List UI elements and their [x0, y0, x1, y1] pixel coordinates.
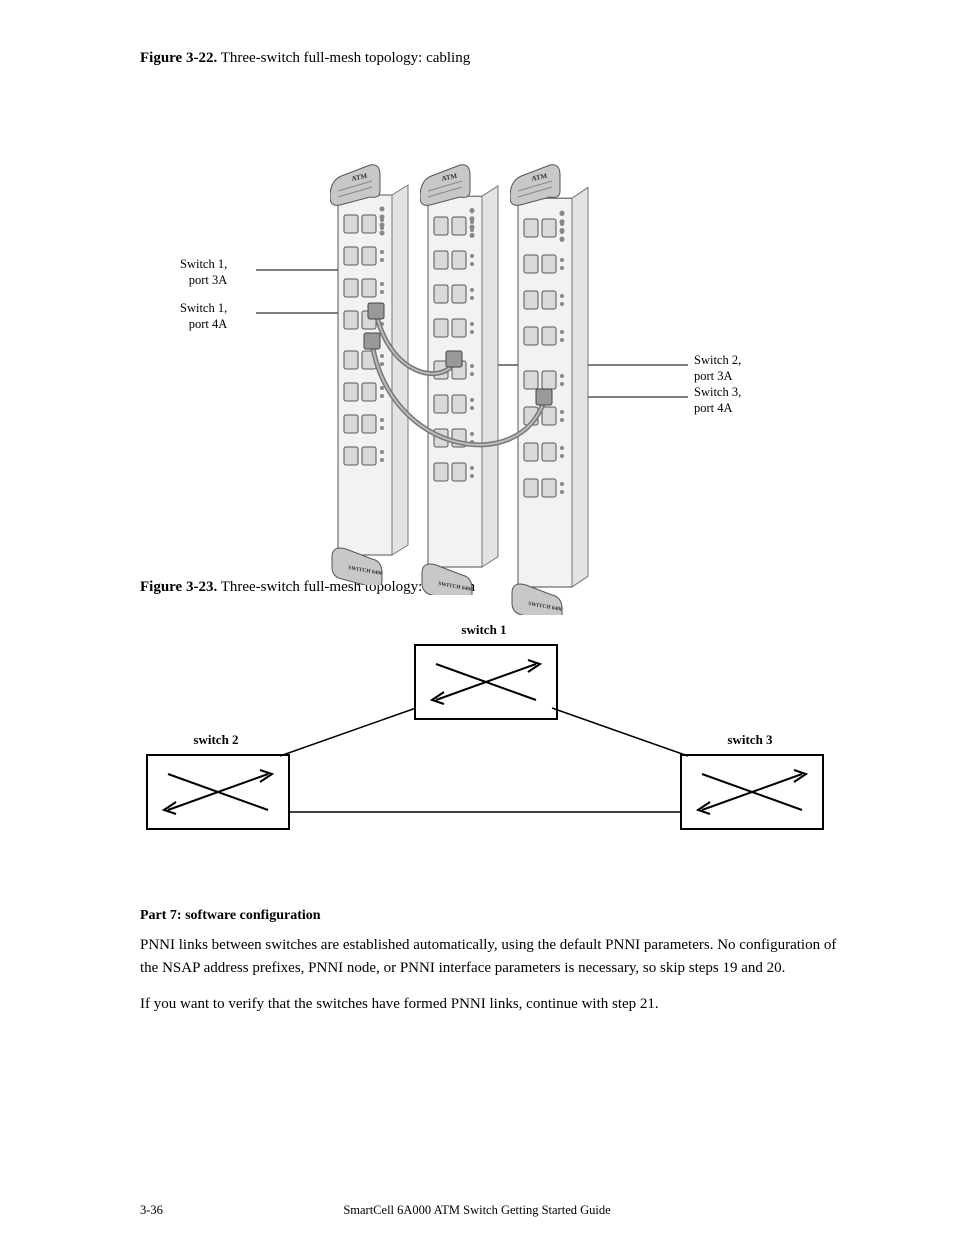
part7-heading: Part 7: software configuration	[140, 908, 840, 924]
part7-p2: If you want to verify that the switches …	[140, 993, 840, 1016]
figure1: Switch 1, port 3A Switch 1, port 4A Swit…	[140, 75, 840, 555]
figure1-title: Figure 3-22. Three-switch full-mesh topo…	[140, 50, 840, 67]
part7-p1: PNNI links between switches are establis…	[140, 934, 840, 979]
footer-title: SmartCell 6A000 ATM Switch Getting Start…	[0, 1203, 954, 1218]
figure2: switch 1 switch 2 switch 3	[140, 622, 840, 882]
patch-cables	[140, 75, 840, 595]
